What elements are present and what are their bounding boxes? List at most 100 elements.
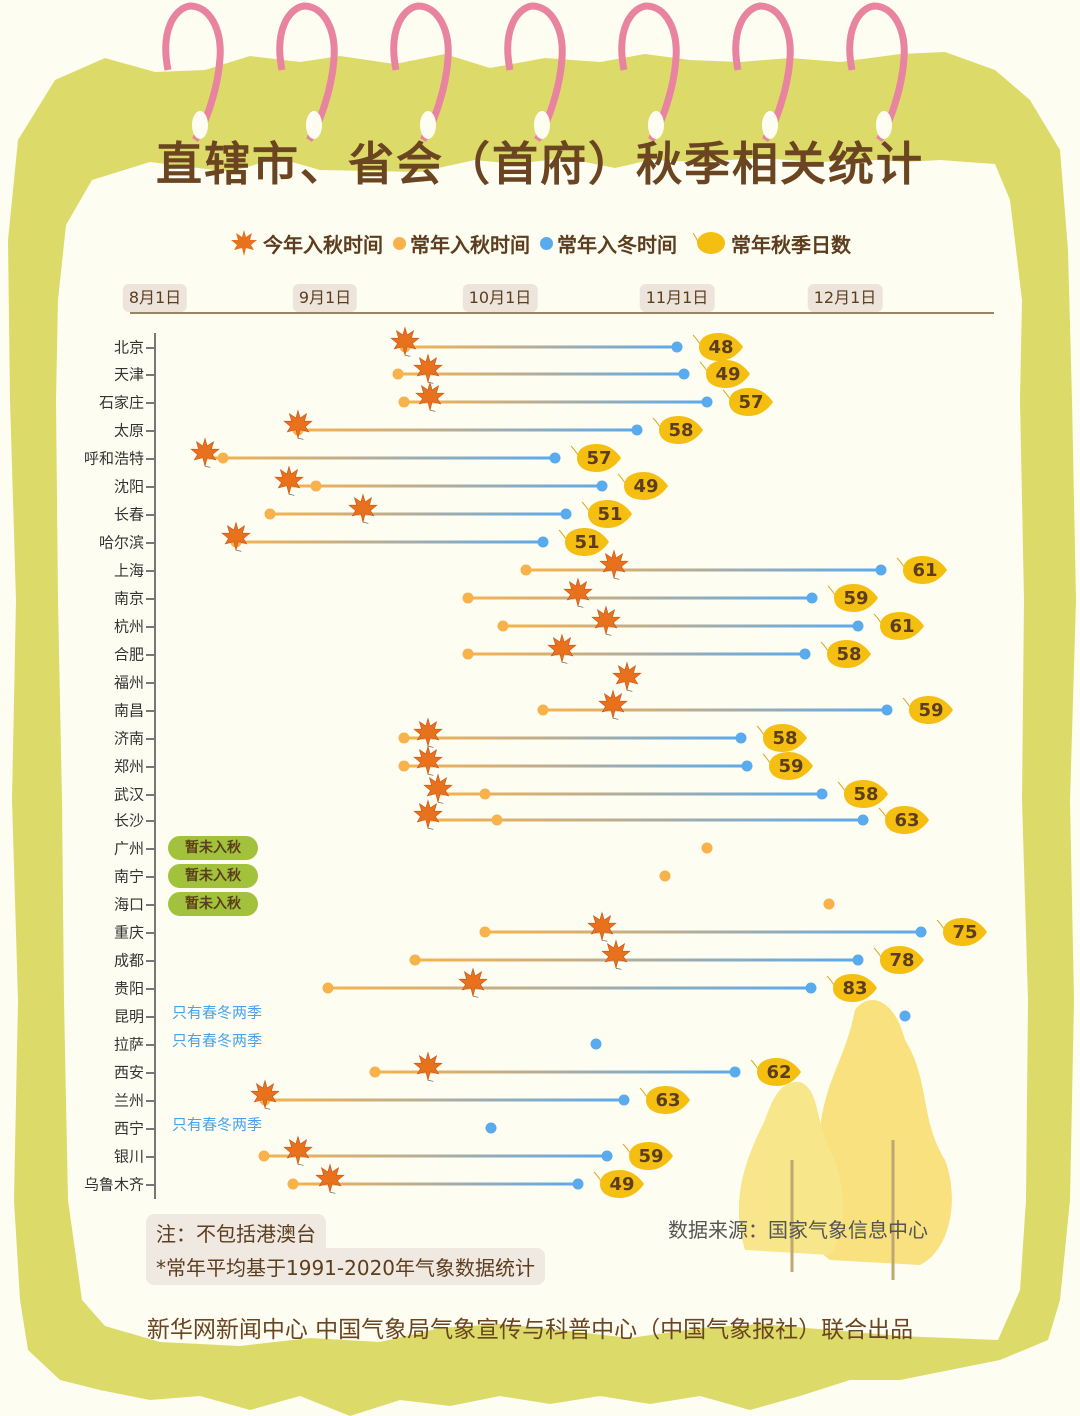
normal-winter-dot: [537, 536, 549, 548]
maple-leaf-icon: [273, 464, 305, 500]
maple-leaf-icon: [586, 910, 618, 946]
range-bar: [438, 792, 822, 796]
y-tick: [146, 766, 154, 768]
y-tick: [146, 682, 154, 684]
normal-autumn-dot: [823, 898, 835, 910]
city-label: 西宁: [113, 1119, 144, 1138]
binder-rings: [162, 2, 908, 142]
normal-autumn-dot: [479, 926, 491, 938]
only-spring-winter-note: 只有春冬两季: [172, 1031, 263, 1050]
city-label: 沈阳: [113, 477, 144, 496]
days-value: 83: [842, 977, 868, 999]
city-label: 乌鲁木齐: [83, 1175, 144, 1194]
days-badge: 58: [820, 640, 871, 668]
city-label: 太原: [113, 421, 144, 440]
days-badge: 57: [722, 388, 773, 416]
normal-autumn-dot: [322, 982, 334, 994]
normal-autumn-dot: [659, 870, 671, 882]
city-label: 哈尔滨: [98, 533, 144, 552]
y-tick: [146, 402, 154, 404]
y-tick: [146, 1016, 154, 1018]
city-label: 北京: [113, 338, 144, 357]
not-autumn-yet-pill: 暂未入秋: [168, 892, 258, 916]
y-tick: [146, 1072, 154, 1074]
maple-leaf-icon: [546, 632, 578, 668]
maple-leaf-icon: [422, 772, 454, 808]
city-label: 杭州: [113, 617, 144, 636]
data-source: 数据来源：国家气象信息中心: [668, 1218, 928, 1242]
y-axis-line: [154, 333, 156, 1199]
city-label: 上海: [113, 561, 144, 580]
city-label: 天津: [113, 365, 144, 384]
normal-winter-dot: [729, 1066, 741, 1078]
maple-leaf-icon: [412, 1050, 444, 1086]
y-tick: [146, 1156, 154, 1158]
days-value: 63: [894, 809, 920, 831]
y-tick: [146, 820, 154, 822]
days-badge: 48: [692, 333, 743, 361]
city-label: 石家庄: [98, 393, 144, 412]
days-value: 59: [778, 755, 804, 777]
axis-tick-oct1: 10月1日: [462, 284, 538, 312]
y-tick: [146, 626, 154, 628]
normal-winter-dot: [857, 814, 869, 826]
range-bar: [205, 456, 555, 460]
not-autumn-yet-pill: 暂未入秋: [168, 836, 258, 860]
range-bar: [405, 345, 677, 349]
normal-autumn-dot: [479, 788, 491, 800]
days-value: 49: [633, 475, 659, 497]
range-bar: [293, 1182, 578, 1186]
city-label: 成都: [113, 951, 144, 970]
maple-leaf-icon: [282, 1134, 314, 1170]
days-badge: 78: [873, 946, 924, 974]
y-tick: [146, 960, 154, 962]
maple-leaf-icon: [412, 798, 444, 834]
range-bar: [404, 736, 741, 740]
normal-winter-dot: [549, 452, 561, 464]
maple-leaf-icon: [597, 688, 629, 724]
days-value: 48: [708, 336, 734, 358]
range-bar: [404, 764, 747, 768]
normal-autumn-dot: [497, 620, 509, 632]
city-label: 西安: [113, 1063, 144, 1082]
maple-leaf-icon: [249, 1078, 281, 1114]
normal-winter-dot: [852, 954, 864, 966]
city-label: 海口: [113, 895, 144, 914]
city-label: 兰州: [113, 1091, 144, 1110]
city-label: 济南: [113, 729, 144, 748]
range-bar: [503, 624, 858, 628]
normal-autumn-dot: [287, 1178, 299, 1190]
normal-winter-dot: [915, 926, 927, 938]
days-badge: 59: [622, 1142, 673, 1170]
maple-leaf-icon: [600, 938, 632, 974]
y-tick: [146, 486, 154, 488]
days-value: 58: [853, 783, 879, 805]
normal-winter-dot: [572, 1178, 584, 1190]
normal-winter-dot: [701, 396, 713, 408]
city-label: 呼和浩特: [83, 449, 144, 468]
legend-normal-winter: 常年入冬时间: [540, 229, 677, 258]
maple-leaf-icon: [611, 660, 643, 696]
range-bar: [236, 540, 543, 544]
normal-autumn-dot: [462, 592, 474, 604]
maple-leaf-icon: [414, 380, 446, 416]
ginkgo-leaf-icon: [692, 232, 725, 254]
maple-leaf-icon: [412, 352, 444, 388]
normal-autumn-dot: [369, 1066, 381, 1078]
y-tick: [146, 988, 154, 990]
days-value: 59: [918, 699, 944, 721]
city-label: 合肥: [113, 645, 144, 664]
normal-winter-dot: [596, 480, 608, 492]
normal-autumn-dot: [701, 842, 713, 854]
city-label: 武汉: [113, 785, 144, 804]
days-value: 57: [738, 391, 764, 413]
range-bar: [270, 512, 566, 516]
days-value: 59: [843, 587, 869, 609]
not-autumn-yet-pill: 暂未入秋: [168, 864, 258, 888]
days-badge: 63: [639, 1086, 690, 1114]
days-value: 62: [766, 1061, 792, 1083]
city-label: 南昌: [113, 701, 144, 720]
y-tick: [146, 570, 154, 572]
axis-tick-sep1: 9月1日: [292, 284, 358, 312]
normal-winter-dot: [601, 1150, 613, 1162]
